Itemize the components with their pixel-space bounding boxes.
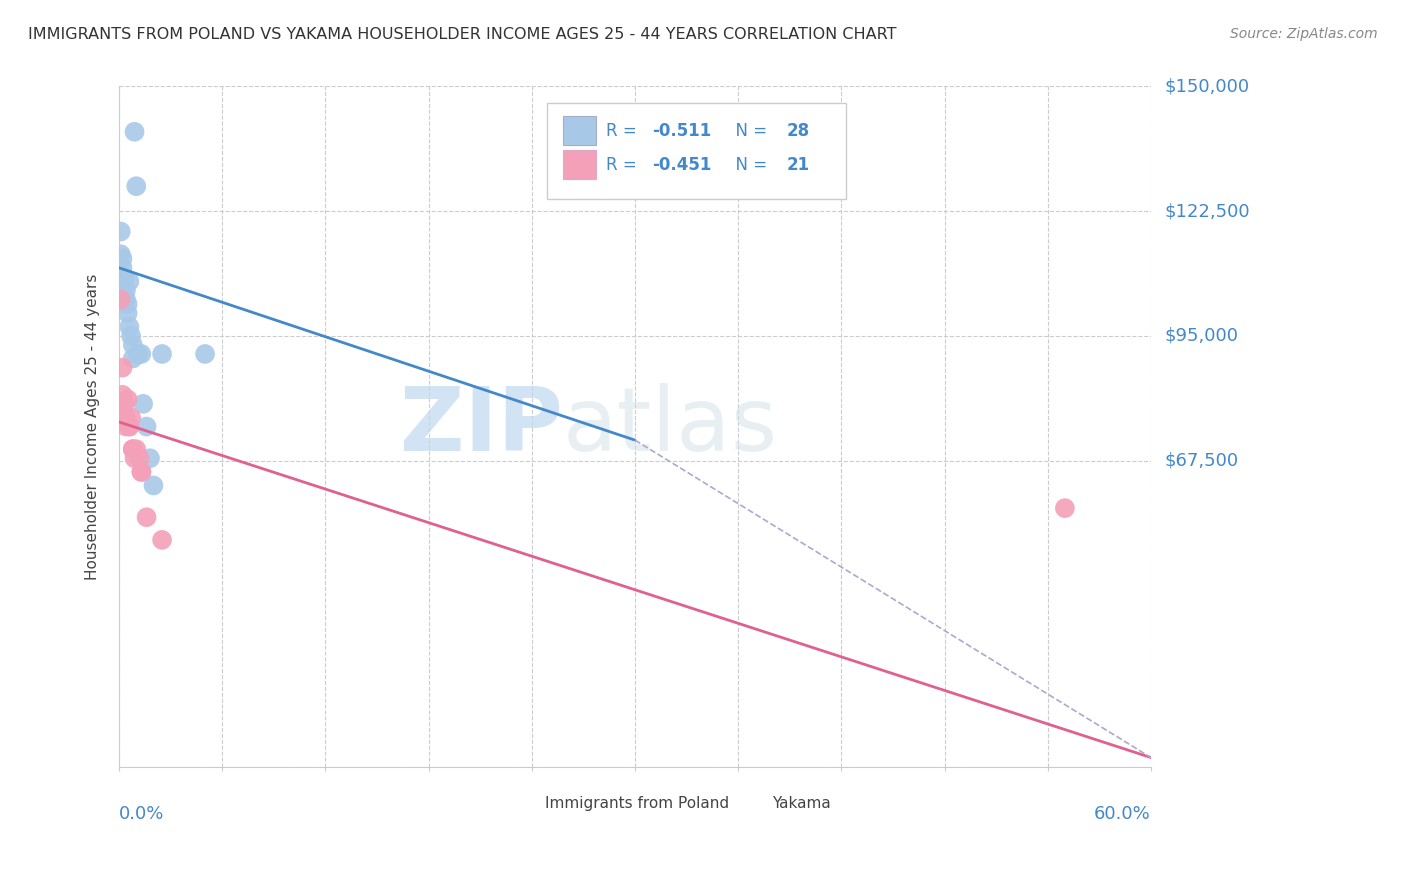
Text: ZIP: ZIP <box>399 383 562 470</box>
Point <box>115 293 138 307</box>
Point <box>128 451 150 466</box>
Point <box>131 465 153 479</box>
Text: 60.0%: 60.0% <box>1094 805 1152 823</box>
Point <box>121 338 143 352</box>
Point <box>111 360 134 375</box>
Text: $122,500: $122,500 <box>1164 202 1250 220</box>
Point <box>117 392 139 407</box>
Point <box>135 510 157 524</box>
Point <box>135 419 157 434</box>
Point <box>142 478 165 492</box>
Point <box>115 284 138 298</box>
Y-axis label: Householder Income Ages 25 - 44 years: Householder Income Ages 25 - 44 years <box>86 273 100 580</box>
Point <box>139 451 162 466</box>
Point <box>110 225 132 239</box>
FancyBboxPatch shape <box>509 792 538 815</box>
Point <box>112 274 135 288</box>
Point <box>121 351 143 366</box>
Point <box>150 533 173 547</box>
FancyBboxPatch shape <box>547 103 846 199</box>
FancyBboxPatch shape <box>562 116 596 145</box>
Text: Immigrants from Poland: Immigrants from Poland <box>546 797 730 812</box>
Point <box>115 419 138 434</box>
Point <box>131 347 153 361</box>
Point <box>120 328 142 343</box>
Text: -0.511: -0.511 <box>652 121 711 140</box>
Point <box>125 442 148 457</box>
Point <box>121 442 143 457</box>
Text: $150,000: $150,000 <box>1164 78 1250 95</box>
Text: Yakama: Yakama <box>772 797 831 812</box>
Point <box>111 260 134 275</box>
Point <box>118 419 141 434</box>
Point <box>115 410 138 425</box>
Text: -0.451: -0.451 <box>652 156 711 174</box>
Point <box>121 442 143 457</box>
Text: IMMIGRANTS FROM POLAND VS YAKAMA HOUSEHOLDER INCOME AGES 25 - 44 YEARS CORRELATI: IMMIGRANTS FROM POLAND VS YAKAMA HOUSEHO… <box>28 27 897 42</box>
Text: $67,500: $67,500 <box>1164 451 1239 469</box>
Text: $95,000: $95,000 <box>1164 326 1239 345</box>
Text: R =: R = <box>606 121 643 140</box>
Point <box>131 465 153 479</box>
Point <box>194 347 217 361</box>
Point <box>120 410 142 425</box>
Point <box>118 319 141 334</box>
Text: N =: N = <box>724 121 772 140</box>
Text: Source: ZipAtlas.com: Source: ZipAtlas.com <box>1230 27 1378 41</box>
Point <box>117 297 139 311</box>
Point <box>112 397 135 411</box>
Point <box>118 274 141 288</box>
Point <box>132 397 155 411</box>
Point <box>124 451 146 466</box>
Text: 28: 28 <box>786 121 810 140</box>
Point <box>118 419 141 434</box>
Point <box>127 347 149 361</box>
Point <box>150 347 173 361</box>
Text: 0.0%: 0.0% <box>120 805 165 823</box>
Text: 21: 21 <box>786 156 810 174</box>
Point <box>127 347 149 361</box>
Text: N =: N = <box>724 156 772 174</box>
Text: R =: R = <box>606 156 643 174</box>
Point <box>111 269 134 284</box>
Point <box>110 293 132 307</box>
Text: atlas: atlas <box>562 383 778 470</box>
Point <box>111 388 134 402</box>
Point <box>124 125 146 139</box>
Point <box>112 269 135 284</box>
Point <box>110 247 132 261</box>
Point <box>111 252 134 266</box>
Point <box>112 406 135 420</box>
Point <box>125 179 148 194</box>
Point <box>1053 501 1076 516</box>
Point <box>112 279 135 293</box>
FancyBboxPatch shape <box>737 792 766 815</box>
Point <box>117 306 139 320</box>
FancyBboxPatch shape <box>562 151 596 179</box>
